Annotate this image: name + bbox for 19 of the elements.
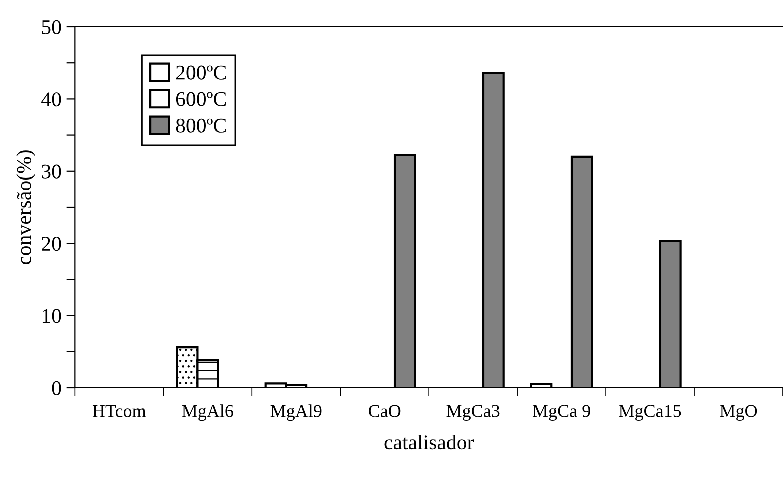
legend-label: 600ºC [176, 92, 226, 106]
y-tick-label: 0 [52, 381, 62, 396]
y-tick-label: 40 [42, 92, 62, 107]
legend-label: 200ºC [176, 66, 226, 80]
legend-label: 800ºC [176, 118, 226, 133]
y-tick-label: 50 [42, 20, 62, 34]
y-tick-label: 30 [42, 164, 62, 179]
x-axis-title: catalisador [384, 434, 474, 450]
y-axis-title: conversão(%) [16, 150, 36, 265]
x-tick-label: MgAl6 [182, 404, 234, 422]
y-tick-label: 20 [42, 236, 62, 252]
x-tick-label: MgCa 9 [532, 405, 590, 422]
x-tick-label: MgAl9 [270, 404, 322, 422]
x-tick-label: MgCa3 [446, 405, 500, 422]
x-tick-label: HTcom [92, 405, 146, 418]
x-tick-label: CaO [369, 405, 401, 418]
y-tick-label: 10 [42, 309, 62, 324]
x-tick-label: MgO [720, 405, 758, 422]
x-tick-label: MgCa15 [619, 405, 682, 422]
